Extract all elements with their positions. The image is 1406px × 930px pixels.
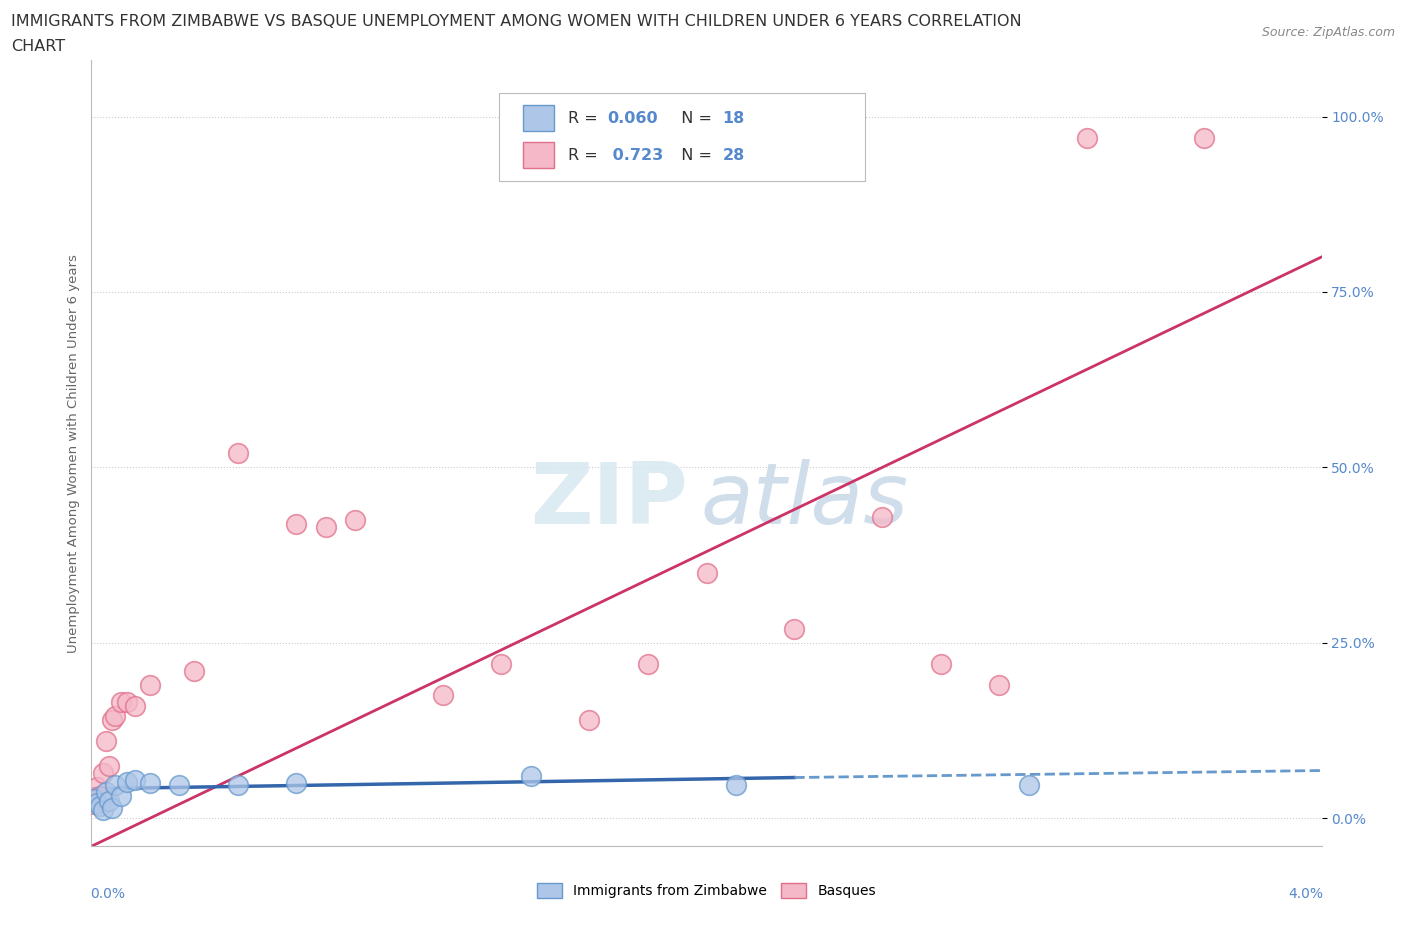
Point xyxy=(124,772,146,787)
Text: Source: ZipAtlas.com: Source: ZipAtlas.com xyxy=(1261,26,1395,39)
Point xyxy=(226,446,249,461)
Point xyxy=(285,776,308,790)
Y-axis label: Unemployment Among Women with Children Under 6 years: Unemployment Among Women with Children U… xyxy=(67,254,80,653)
Point xyxy=(432,688,454,703)
Point xyxy=(83,791,105,806)
Point xyxy=(783,621,806,636)
Point xyxy=(83,797,105,812)
Point xyxy=(91,765,114,780)
Text: R =: R = xyxy=(568,148,603,163)
Point xyxy=(94,784,117,799)
Text: IMMIGRANTS FROM ZIMBABWE VS BASQUE UNEMPLOYMENT AMONG WOMEN WITH CHILDREN UNDER : IMMIGRANTS FROM ZIMBABWE VS BASQUE UNEMP… xyxy=(11,14,1022,29)
Point xyxy=(519,769,541,784)
Text: 0.723: 0.723 xyxy=(607,148,664,163)
Point xyxy=(115,695,138,710)
Point xyxy=(724,777,747,792)
Point xyxy=(695,565,717,580)
Text: R =: R = xyxy=(568,111,603,126)
Point xyxy=(89,789,111,804)
Text: 18: 18 xyxy=(723,111,745,126)
Point xyxy=(115,775,138,790)
Point xyxy=(139,776,162,790)
Point xyxy=(226,777,249,792)
Point xyxy=(101,801,124,816)
Point xyxy=(98,758,120,773)
Point xyxy=(315,520,337,535)
Text: ZIP: ZIP xyxy=(530,459,688,542)
Point xyxy=(104,777,127,792)
Point xyxy=(183,663,205,678)
Point xyxy=(94,734,117,749)
Point xyxy=(1018,777,1040,792)
Point xyxy=(91,803,114,817)
Point xyxy=(988,677,1011,692)
Point xyxy=(343,512,366,527)
Point xyxy=(1194,130,1216,145)
Point xyxy=(285,516,308,531)
Point xyxy=(104,709,127,724)
Point xyxy=(110,695,132,710)
Point xyxy=(929,657,952,671)
Point xyxy=(491,657,513,671)
Point xyxy=(86,779,108,794)
Text: CHART: CHART xyxy=(11,39,65,54)
Text: 0.060: 0.060 xyxy=(607,111,658,126)
Text: N =: N = xyxy=(671,148,717,163)
Text: atlas: atlas xyxy=(700,459,908,542)
Point xyxy=(637,657,659,671)
Point xyxy=(89,798,111,813)
Text: 28: 28 xyxy=(723,148,745,163)
Point xyxy=(139,677,162,692)
Point xyxy=(110,789,132,804)
Point xyxy=(169,777,191,792)
Point xyxy=(86,795,108,810)
Point xyxy=(1076,130,1098,145)
Text: 0.0%: 0.0% xyxy=(90,887,125,901)
Point xyxy=(101,712,124,727)
Point xyxy=(578,712,600,727)
Text: 4.0%: 4.0% xyxy=(1288,887,1323,901)
Point xyxy=(870,509,893,524)
Legend: Immigrants from Zimbabwe, Basques: Immigrants from Zimbabwe, Basques xyxy=(537,884,876,898)
Text: N =: N = xyxy=(671,111,717,126)
Point xyxy=(98,793,120,808)
Point xyxy=(124,698,146,713)
